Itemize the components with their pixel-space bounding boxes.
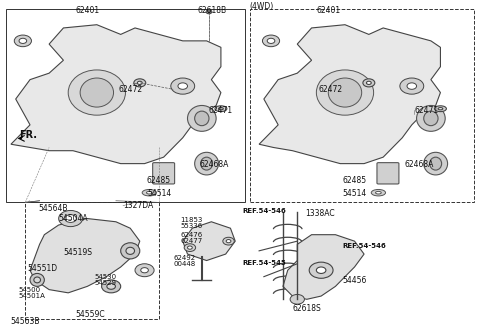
Text: 62401: 62401	[316, 6, 340, 15]
Text: 54559C: 54559C	[75, 310, 105, 319]
Ellipse shape	[137, 81, 142, 85]
Text: 62485: 62485	[147, 176, 171, 185]
Circle shape	[223, 237, 234, 245]
Text: (4WD): (4WD)	[250, 2, 274, 11]
Ellipse shape	[424, 111, 438, 126]
Ellipse shape	[102, 280, 120, 293]
Polygon shape	[30, 218, 140, 293]
Ellipse shape	[430, 157, 442, 170]
Circle shape	[407, 83, 417, 89]
Ellipse shape	[215, 106, 227, 112]
Text: 54500: 54500	[18, 287, 40, 293]
Text: 62401: 62401	[75, 6, 99, 15]
Text: 1338AC: 1338AC	[305, 209, 335, 218]
Circle shape	[400, 78, 424, 94]
FancyBboxPatch shape	[153, 163, 175, 184]
Ellipse shape	[80, 78, 114, 107]
Circle shape	[267, 38, 275, 43]
Ellipse shape	[316, 70, 373, 115]
Text: 00448: 00448	[173, 261, 195, 267]
Text: 54514: 54514	[147, 189, 171, 198]
Polygon shape	[283, 235, 364, 299]
Circle shape	[178, 83, 188, 89]
Ellipse shape	[195, 111, 209, 126]
Text: REF.54-545: REF.54-545	[242, 260, 286, 266]
Circle shape	[141, 268, 148, 273]
Ellipse shape	[371, 190, 385, 196]
Text: 62471: 62471	[209, 106, 233, 115]
Ellipse shape	[206, 10, 212, 14]
Text: 55336: 55336	[180, 223, 203, 229]
Ellipse shape	[366, 81, 371, 85]
Text: 62472: 62472	[319, 85, 343, 94]
Ellipse shape	[208, 11, 210, 12]
Circle shape	[171, 78, 195, 94]
Circle shape	[263, 35, 280, 47]
Circle shape	[14, 35, 32, 47]
Bar	[250, 9, 474, 202]
Text: 54530: 54530	[95, 274, 117, 280]
Polygon shape	[259, 25, 441, 164]
Text: 62618B: 62618B	[197, 6, 226, 15]
Text: 62472: 62472	[118, 85, 143, 94]
Ellipse shape	[146, 192, 152, 194]
Text: REF.54-546: REF.54-546	[343, 243, 386, 249]
Ellipse shape	[107, 283, 116, 289]
Text: 54456: 54456	[343, 276, 367, 285]
Ellipse shape	[134, 79, 146, 87]
Ellipse shape	[188, 106, 216, 131]
Ellipse shape	[195, 152, 218, 175]
Text: FR.: FR.	[20, 131, 37, 140]
Circle shape	[135, 264, 154, 277]
Text: 62485: 62485	[343, 176, 367, 185]
Text: 11853: 11853	[180, 217, 203, 223]
Text: 54563B: 54563B	[10, 317, 39, 326]
Text: 62468A: 62468A	[199, 160, 229, 169]
Text: 54504A: 54504A	[59, 214, 88, 223]
Text: 54551D: 54551D	[28, 264, 58, 273]
Bar	[6, 9, 245, 202]
Text: 54564B: 54564B	[38, 204, 68, 213]
Circle shape	[290, 295, 304, 304]
Ellipse shape	[30, 274, 44, 286]
Text: 54519S: 54519S	[63, 248, 93, 257]
Ellipse shape	[434, 106, 446, 112]
Text: 62476: 62476	[180, 232, 203, 238]
Ellipse shape	[218, 108, 223, 110]
Ellipse shape	[363, 79, 375, 87]
Ellipse shape	[142, 190, 156, 196]
Ellipse shape	[438, 108, 443, 110]
Circle shape	[226, 239, 231, 243]
Text: 62477: 62477	[180, 238, 203, 244]
Bar	[25, 202, 159, 319]
Text: REF.54-546: REF.54-546	[242, 208, 286, 215]
Ellipse shape	[201, 157, 213, 170]
Circle shape	[188, 246, 192, 249]
Text: 62468A: 62468A	[405, 160, 434, 169]
Text: 1327DA: 1327DA	[123, 201, 153, 210]
Text: 62492: 62492	[173, 255, 195, 261]
Circle shape	[59, 211, 83, 227]
Text: 54501A: 54501A	[18, 293, 45, 299]
Ellipse shape	[375, 192, 381, 194]
Circle shape	[65, 215, 76, 222]
Text: 62618S: 62618S	[292, 304, 321, 313]
Ellipse shape	[34, 277, 40, 283]
FancyBboxPatch shape	[377, 163, 399, 184]
Polygon shape	[11, 25, 221, 164]
Text: 54514: 54514	[343, 189, 367, 198]
Circle shape	[184, 244, 196, 252]
Circle shape	[316, 267, 326, 274]
Polygon shape	[183, 222, 235, 260]
Ellipse shape	[424, 152, 447, 175]
Ellipse shape	[328, 78, 362, 107]
Ellipse shape	[120, 243, 140, 259]
Ellipse shape	[417, 106, 445, 131]
Circle shape	[19, 38, 27, 43]
Circle shape	[309, 262, 333, 278]
Ellipse shape	[68, 70, 125, 115]
Text: 62471: 62471	[414, 106, 438, 115]
Ellipse shape	[126, 247, 134, 255]
Text: 54529: 54529	[95, 280, 117, 286]
